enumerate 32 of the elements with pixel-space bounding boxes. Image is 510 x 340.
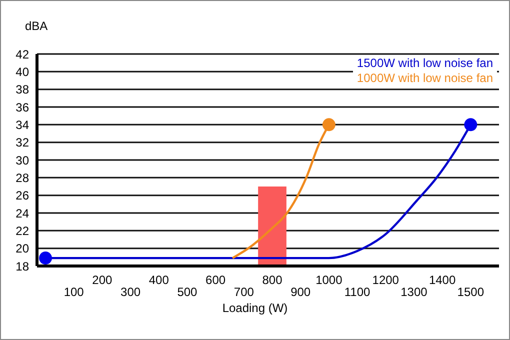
text: 1500W with low noise fan [356,56,493,71]
y-tick-label: 38 [16,82,30,97]
x2-tick-label: 500 [177,285,198,299]
y-tick-label: 32 [16,136,30,150]
x-tick-label: 1200 [372,273,400,287]
x-tick-label: 400 [148,273,170,287]
x2-tick-label: 1100 [344,285,371,299]
y-tick-label: 36 [16,100,30,114]
y-tick-label: 42 [16,47,30,62]
x2-tick-label: 300 [120,285,141,299]
y-tick-label: 40 [16,64,30,79]
text: 1000W with low noise fan [356,71,493,86]
y-tick-label: 26 [16,188,30,203]
x-tick-label: 1000 [316,273,343,287]
x-tick-label: 1400 [428,273,456,287]
x-tick-label: 800 [262,273,283,287]
y-tick-label: 34 [16,118,30,132]
y-tick-label: 20 [16,242,30,256]
x2-tick-label: 1300 [400,285,428,299]
y-tick-label: 18 [16,259,30,274]
x-tick-label: 600 [206,273,226,287]
x-axis-title: Loading (W) [221,301,289,315]
x2-tick-label: 1500 [457,285,484,299]
y-tick-label: 24 [16,206,30,220]
y-tick-label: 28 [16,170,30,185]
y-tick-label: 30 [16,153,30,168]
x2-tick-label: 900 [290,285,311,299]
x2-tick-label: 100 [64,285,84,299]
y-tick-label: 22 [16,224,30,238]
x-tick-label: 200 [92,273,113,287]
y-axis-title: dBA [25,19,48,33]
x2-tick-label: 700 [234,285,254,299]
